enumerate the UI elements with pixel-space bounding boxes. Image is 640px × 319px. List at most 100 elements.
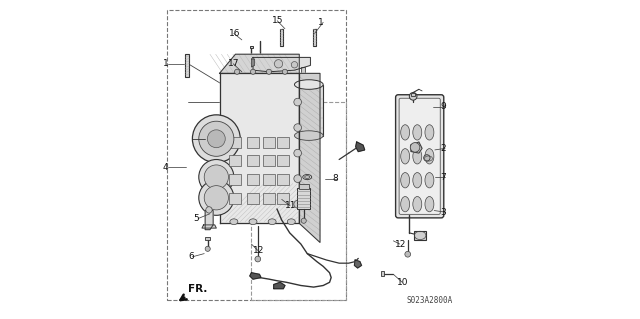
Circle shape [204, 165, 228, 189]
Circle shape [193, 115, 240, 163]
Text: FR.: FR. [188, 285, 207, 294]
Polygon shape [252, 59, 255, 67]
Bar [205, 237, 211, 240]
Bar [262, 174, 275, 185]
Circle shape [207, 130, 225, 148]
Bar [229, 137, 241, 148]
Circle shape [294, 124, 301, 131]
Polygon shape [253, 57, 310, 72]
Bar [277, 155, 289, 166]
Ellipse shape [401, 197, 410, 212]
Text: 17: 17 [228, 59, 240, 68]
Bar [246, 137, 259, 148]
Circle shape [405, 251, 411, 257]
Circle shape [410, 93, 417, 100]
Circle shape [205, 246, 211, 251]
Ellipse shape [401, 125, 410, 140]
Polygon shape [355, 260, 362, 268]
Bar [294, 85, 323, 136]
Text: 1: 1 [163, 59, 169, 68]
Ellipse shape [303, 174, 312, 180]
Ellipse shape [230, 219, 238, 225]
Bar [262, 193, 275, 204]
Bar [246, 193, 259, 204]
Bar [297, 188, 310, 209]
Bar [246, 174, 259, 185]
Text: 2: 2 [440, 144, 446, 153]
Polygon shape [220, 54, 300, 73]
Text: 6: 6 [188, 252, 194, 261]
Bar [167, 10, 346, 300]
Text: 12: 12 [253, 246, 264, 255]
Polygon shape [300, 73, 320, 242]
Polygon shape [250, 273, 261, 279]
Polygon shape [220, 73, 300, 223]
Text: 5: 5 [193, 214, 199, 223]
Polygon shape [202, 225, 216, 228]
Bar [250, 46, 253, 48]
Text: 11: 11 [285, 201, 296, 210]
Circle shape [255, 256, 260, 262]
Circle shape [266, 69, 271, 74]
Text: 1: 1 [318, 18, 323, 27]
Bar [313, 29, 317, 46]
Circle shape [275, 60, 283, 68]
Bar [277, 174, 289, 185]
Text: 8: 8 [332, 174, 338, 183]
Circle shape [424, 155, 430, 161]
Circle shape [204, 186, 228, 210]
Circle shape [294, 200, 301, 208]
Ellipse shape [413, 125, 422, 140]
Ellipse shape [401, 149, 410, 164]
Text: 4: 4 [163, 163, 169, 172]
Ellipse shape [305, 175, 310, 178]
Bar [381, 271, 384, 276]
Ellipse shape [425, 149, 434, 164]
Bar [229, 174, 241, 185]
Polygon shape [356, 142, 365, 152]
Ellipse shape [425, 197, 434, 212]
Bar [280, 29, 284, 46]
Text: 10: 10 [397, 278, 409, 287]
Bar [262, 155, 275, 166]
Ellipse shape [425, 173, 434, 188]
Circle shape [301, 218, 307, 223]
Text: 12: 12 [395, 240, 406, 249]
Ellipse shape [294, 80, 323, 89]
Circle shape [294, 149, 301, 157]
Circle shape [199, 180, 234, 215]
Polygon shape [411, 142, 422, 153]
Bar [229, 193, 241, 204]
Bar [277, 193, 289, 204]
FancyBboxPatch shape [399, 98, 440, 214]
Bar [296, 75, 309, 85]
Circle shape [199, 160, 234, 195]
Text: 15: 15 [272, 16, 284, 25]
Bar [301, 67, 305, 75]
Ellipse shape [413, 149, 422, 164]
Polygon shape [274, 282, 285, 289]
Ellipse shape [413, 197, 422, 212]
Ellipse shape [249, 219, 257, 225]
Polygon shape [205, 211, 213, 230]
Bar [299, 184, 309, 189]
Ellipse shape [294, 131, 323, 140]
Circle shape [410, 143, 420, 152]
Ellipse shape [413, 173, 422, 188]
Circle shape [250, 69, 255, 74]
Circle shape [294, 98, 301, 106]
Bar [229, 155, 241, 166]
Text: 16: 16 [229, 29, 241, 38]
Circle shape [282, 69, 287, 74]
Ellipse shape [401, 173, 410, 188]
Circle shape [291, 62, 298, 68]
Circle shape [199, 121, 234, 156]
Bar [414, 231, 426, 240]
Circle shape [206, 207, 212, 213]
Ellipse shape [287, 219, 295, 225]
Ellipse shape [425, 125, 434, 140]
Bar [411, 93, 415, 96]
Bar [277, 137, 289, 148]
FancyBboxPatch shape [396, 95, 444, 218]
Text: 7: 7 [440, 173, 446, 182]
